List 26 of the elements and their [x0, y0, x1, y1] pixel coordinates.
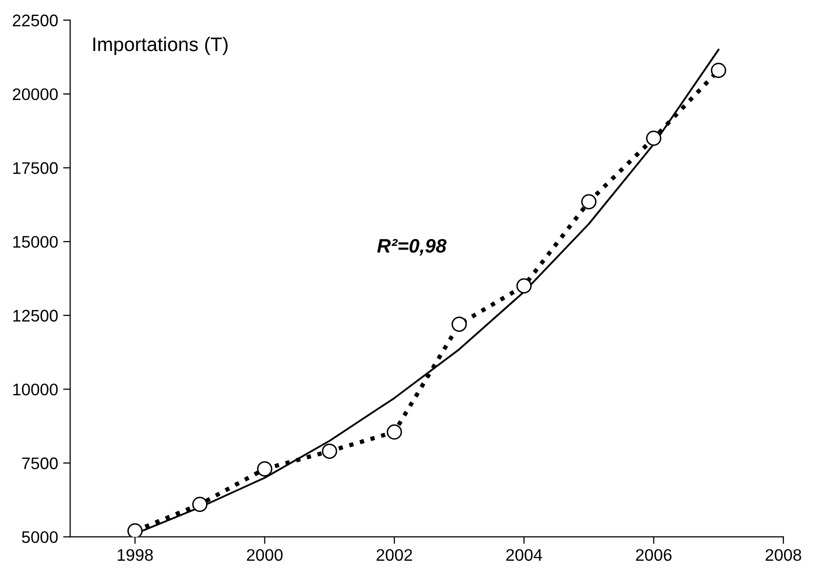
point: [257, 461, 272, 477]
point: [192, 496, 208, 512]
x-tick-label: 2002: [376, 549, 412, 561]
x-tick-label: 2006: [636, 549, 672, 561]
x-tick-label: 2008: [766, 549, 802, 561]
y-tick-label: 7500: [22, 457, 58, 470]
annotation: Importations (T): [93, 36, 228, 56]
point: [581, 194, 596, 210]
point: [710, 62, 726, 78]
point: [127, 523, 143, 537]
y-tick-label: 22500: [12, 14, 58, 26]
x-tick-label: 2004: [506, 549, 542, 561]
point: [452, 316, 467, 332]
point: [386, 424, 402, 440]
annotation: R²=0,98: [377, 238, 447, 256]
point: [516, 278, 532, 294]
y-tick-label: 20000: [12, 88, 58, 100]
x-tick-label: 2000: [246, 549, 283, 561]
y-tick-label: 12500: [13, 310, 58, 322]
x-tick-label: 1998: [118, 549, 153, 561]
point: [646, 130, 662, 146]
y-tick-label: 10000: [13, 384, 58, 396]
y-tick-label: 17500: [13, 162, 58, 174]
y-tick-label: 15000: [13, 236, 58, 248]
y-tick-label: 5000: [22, 531, 58, 544]
point: [322, 444, 338, 459]
